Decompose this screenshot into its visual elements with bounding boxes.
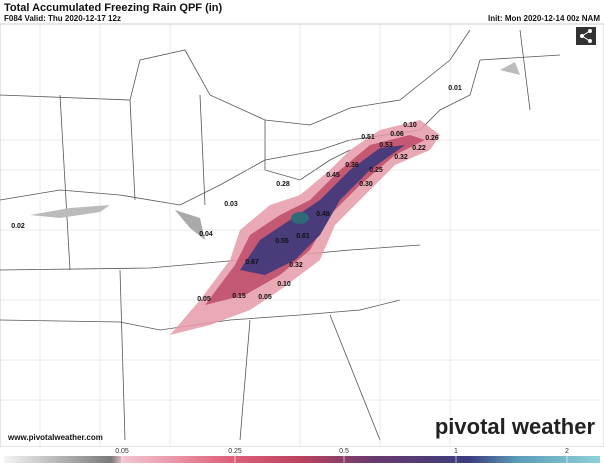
map-value-label: 0.36 [345,162,359,169]
map-value-label: 0.04 [199,231,213,238]
map-value-label: 0.02 [11,223,25,230]
map-value-label: 0.45 [326,172,340,179]
map-value-label: 0.10 [277,281,291,288]
colorbar-tick-label: 0.25 [228,448,242,455]
map-labels: 0.01 0.10 0.51 0.06 0.26 0.53 0.22 0.36 0.32 0.45… [11,85,462,303]
map-value-label: 0.61 [296,233,310,240]
map-value-label: 0.15 [232,293,246,300]
header-bar [0,0,604,24]
map-value-label: 0.32 [289,262,303,269]
map-value-label: 0.06 [390,131,404,138]
map-value-label: 0.28 [276,181,290,188]
map-value-label: 0.55 [275,238,289,245]
map-value-label: 0.05 [197,296,211,303]
map-value-label: 0.26 [425,135,439,142]
map-value-label: 0.48 [316,211,330,218]
colorbar-tick-label: 1 [454,448,458,455]
share-button[interactable] [576,27,596,45]
map-value-label: 0.32 [394,154,408,161]
colorbar-tick-label: 0.5 [339,448,349,455]
map-value-label: 0.22 [412,145,426,152]
map-value-label: 0.03 [224,201,238,208]
precip-swath [30,62,520,335]
map-value-label: 0.51 [361,134,375,141]
logo: pivotal weather [435,414,596,439]
init-time: Init: Mon 2020-12-14 00z NAM [488,14,600,23]
colorbar-tick-label: 2 [565,448,569,455]
map-value-label: 0.10 [403,122,417,129]
valid-time: F084 Valid: Thu 2020-12-17 12z [4,14,121,23]
map-value-label: 0.67 [245,259,259,266]
website: www.pivotalweather.com [7,433,103,442]
share-icon [580,29,592,43]
colorbar-ticks: 0.05 0.25 0.5 1 2 [115,448,569,463]
map-value-label: 0.25 [369,167,383,174]
map-value-label: 0.30 [359,181,373,188]
title: Total Accumulated Freezing Rain QPF (in) [4,2,223,14]
map-value-label: 0.05 [258,294,272,301]
map-value-label: 0.53 [379,142,393,149]
map-value-label: 0.01 [448,85,462,92]
colorbar-tick-label: 0.05 [115,448,129,455]
colorbar [4,456,600,463]
